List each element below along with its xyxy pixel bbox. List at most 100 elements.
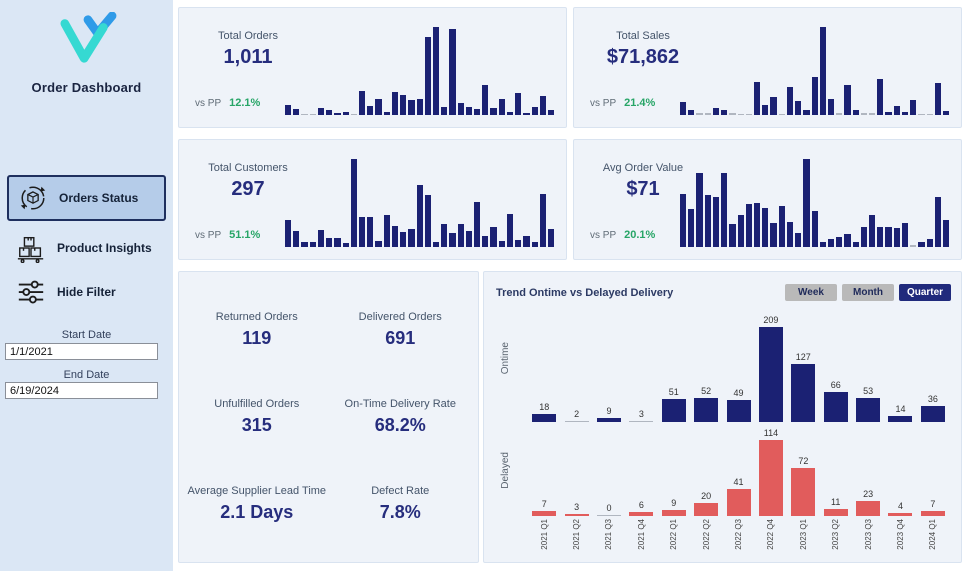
metric-on-time-delivery-rate: On-Time Delivery Rate 68.2% xyxy=(329,373,473,460)
sidebar-item-product-insights[interactable]: Product Insights xyxy=(7,228,166,268)
ontime-bar[interactable] xyxy=(920,405,945,422)
spark-bar xyxy=(441,107,448,115)
spark-bar xyxy=(688,208,695,247)
spark-bar xyxy=(375,240,382,247)
spark-bar xyxy=(786,86,794,115)
quarter-button[interactable]: Quarter xyxy=(899,284,951,301)
bar-value-label: 209 xyxy=(763,315,779,325)
spark-bar xyxy=(918,242,925,247)
spark-bar xyxy=(350,159,357,247)
sidebar-item-orders-status[interactable]: Orders Status xyxy=(7,175,166,221)
x-axis-label: 2023 Q1 xyxy=(798,519,808,550)
x-axis-label: 2021 Q2 xyxy=(572,519,582,550)
delayed-bar[interactable] xyxy=(758,440,783,516)
spark-bar xyxy=(827,98,835,115)
ontime-bar[interactable] xyxy=(564,420,589,422)
week-button[interactable]: Week xyxy=(785,284,837,301)
delayed-bar[interactable] xyxy=(823,508,848,516)
spark-bar xyxy=(498,240,505,247)
spark-bar xyxy=(515,239,522,247)
ontime-bar[interactable] xyxy=(661,398,686,422)
spark-bar xyxy=(317,108,325,115)
metric-label: Unfulfilled Orders xyxy=(214,397,300,410)
spark-bar xyxy=(309,113,316,115)
metric-unfulfilled-orders: Unfulfilled Orders 315 xyxy=(185,373,329,460)
spark-bar xyxy=(424,37,431,115)
spark-bar xyxy=(885,227,892,247)
spark-bar xyxy=(367,217,374,247)
spark-bar xyxy=(844,234,851,247)
metric-label: Average Supplier Lead Time xyxy=(187,485,327,498)
ontime-bar[interactable] xyxy=(758,327,783,422)
x-axis-label: 2022 Q1 xyxy=(669,519,679,550)
spark-bar xyxy=(712,197,720,247)
delayed-bar[interactable] xyxy=(629,512,654,516)
spark-bar xyxy=(432,27,440,115)
spark-bar xyxy=(901,112,909,115)
sparkline xyxy=(680,155,950,247)
spark-bar xyxy=(334,237,341,247)
delayed-bar[interactable] xyxy=(920,511,945,516)
ontime-axis-label: Ontime xyxy=(500,342,511,375)
delayed-bar[interactable] xyxy=(532,511,557,516)
spark-bar xyxy=(531,242,538,247)
spark-bar xyxy=(918,113,925,115)
spark-bar xyxy=(852,109,859,115)
v-checkmark-logo-icon xyxy=(59,11,116,63)
metric-value: 119 xyxy=(242,327,272,348)
spark-bar xyxy=(465,230,473,247)
spark-bar xyxy=(301,241,308,247)
spark-bar xyxy=(539,194,546,247)
spark-bar xyxy=(795,233,802,247)
spark-bar xyxy=(943,219,950,247)
metric-label: Defect Rate xyxy=(371,485,430,498)
spark-bar xyxy=(934,83,941,115)
ontime-bar[interactable] xyxy=(823,392,848,422)
delayed-bar[interactable] xyxy=(661,510,686,516)
delayed-bar[interactable] xyxy=(791,468,816,516)
delayed-bar[interactable] xyxy=(888,513,913,516)
sidebar-item-hide-filter[interactable]: Hide Filter xyxy=(7,272,166,312)
end-date-input[interactable] xyxy=(5,382,158,399)
bar-value-label: 9 xyxy=(606,405,612,416)
spark-bar xyxy=(301,113,308,115)
spark-bar xyxy=(400,231,407,247)
x-axis-label: 2023 Q3 xyxy=(863,519,873,550)
sparkline xyxy=(285,23,555,115)
start-date-input[interactable] xyxy=(5,343,158,360)
spark-bar xyxy=(762,208,769,247)
metric-avg-supplier-lead-time: Average Supplier Lead Time 2.1 Days xyxy=(185,461,329,548)
delayed-bar[interactable] xyxy=(596,514,621,516)
spark-bar xyxy=(860,113,868,115)
delayed-bar[interactable] xyxy=(856,500,881,516)
spark-bar xyxy=(877,227,884,247)
ontime-bar[interactable] xyxy=(726,399,751,422)
spark-bar xyxy=(416,185,423,247)
bar-value-label: 23 xyxy=(863,488,874,499)
bar-value-label: 66 xyxy=(830,380,841,390)
x-axis-label: 2022 Q4 xyxy=(766,519,776,550)
sparkline xyxy=(285,155,555,247)
bar-value-label: 11 xyxy=(831,496,841,507)
ontime-bar[interactable] xyxy=(629,420,654,422)
ontime-bar[interactable] xyxy=(791,364,816,422)
ontime-bar[interactable] xyxy=(888,415,913,422)
spark-bar xyxy=(893,227,900,247)
vs-pp-label: vs PP xyxy=(195,230,222,241)
spark-bar xyxy=(827,238,835,247)
spark-bar xyxy=(770,96,777,115)
avg-order-value-card: Avg Order Value $71 vs PP 20.1% xyxy=(573,139,962,260)
delayed-bar[interactable] xyxy=(694,502,719,516)
spark-bar xyxy=(836,237,843,247)
chart-title: Trend Ontime vs Delayed Delivery xyxy=(496,287,674,299)
ontime-bar[interactable] xyxy=(596,417,621,422)
ontime-bar[interactable] xyxy=(694,398,719,422)
month-button[interactable]: Month xyxy=(842,284,894,301)
ontime-bar[interactable] xyxy=(532,413,557,422)
delayed-bar[interactable] xyxy=(564,514,589,516)
spark-bar xyxy=(367,106,374,115)
bar-value-label: 4 xyxy=(897,501,903,512)
ontime-bar[interactable] xyxy=(856,397,881,422)
delayed-bar[interactable] xyxy=(726,488,751,516)
spark-bar xyxy=(753,202,761,247)
